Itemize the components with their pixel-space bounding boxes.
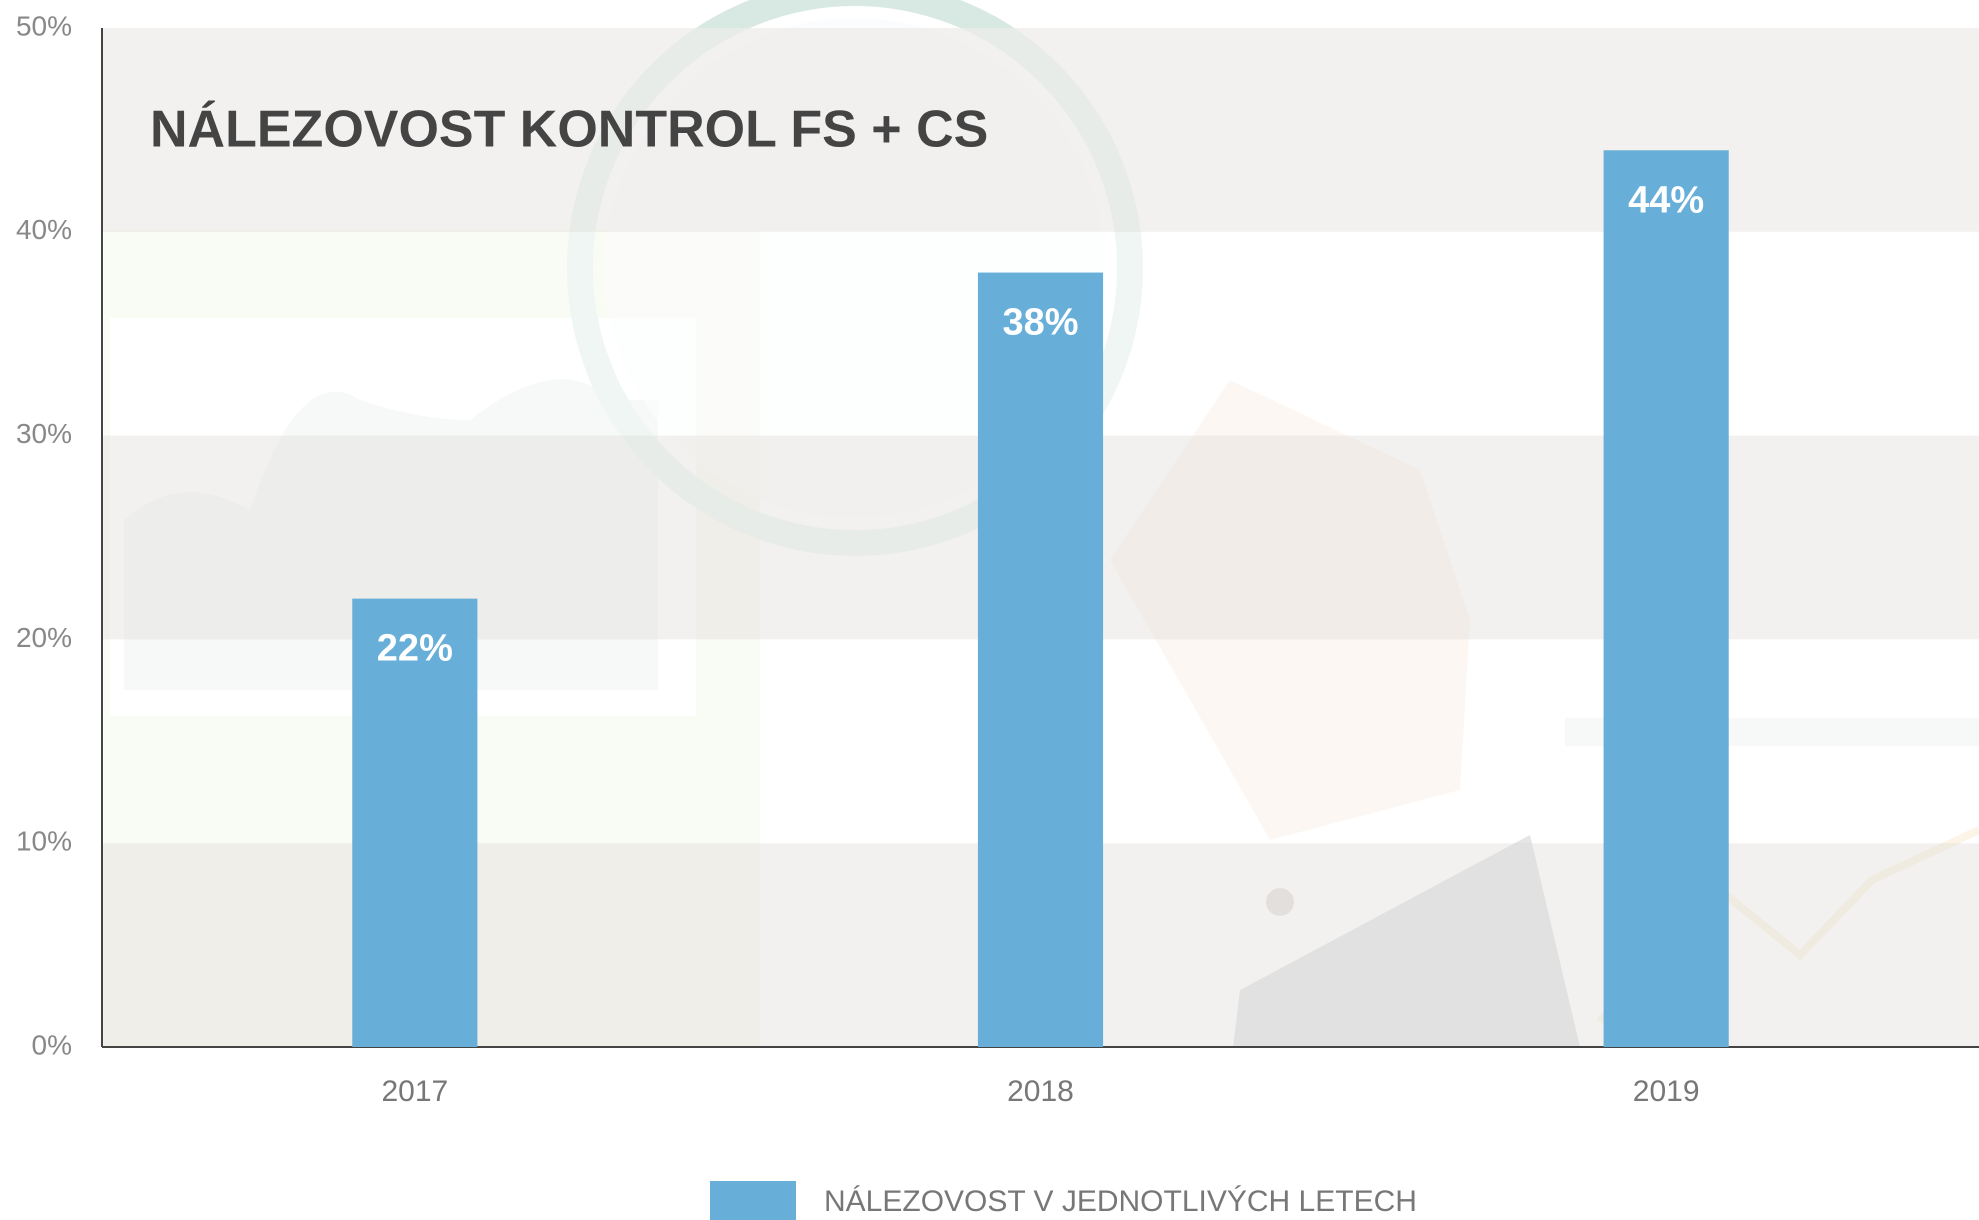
bar: [1604, 150, 1729, 1047]
x-tick-label: 2017: [381, 1075, 448, 1108]
value-label: 38%: [1002, 302, 1078, 344]
y-tick-label: 10%: [16, 826, 72, 857]
bar: [978, 273, 1103, 1047]
y-tick-label: 40%: [16, 214, 72, 245]
y-tick-label: 0%: [32, 1029, 72, 1060]
value-label: 44%: [1628, 179, 1704, 221]
legend-swatch: [710, 1181, 796, 1220]
x-tick-label: 2019: [1633, 1075, 1700, 1108]
chart: NÁLEZOVOST KONTROL FS + CS 0% 10% 20% 30% 40…: [0, 0, 1979, 1220]
value-label: 22%: [377, 628, 453, 670]
chart-title: NÁLEZOVOST KONTROL FS + CS: [150, 101, 988, 159]
x-tick-label: 2018: [1007, 1075, 1074, 1108]
legend-label: NÁLEZOVOST V JEDNOTLIVÝCH LETECH: [824, 1185, 1417, 1218]
y-tick-label: 20%: [16, 622, 72, 653]
y-tick-label: 30%: [16, 418, 72, 449]
y-tick-label: 50%: [16, 10, 72, 41]
